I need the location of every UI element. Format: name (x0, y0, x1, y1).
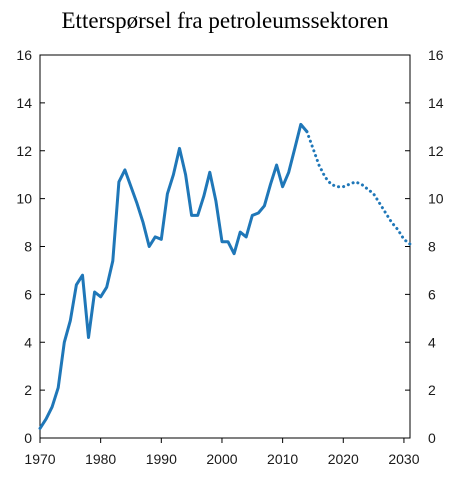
x-tick-label: 1980 (85, 451, 116, 467)
y-tick-right-label: 8 (428, 239, 436, 255)
y-tick-right-label: 16 (428, 47, 444, 63)
y-tick-left-label: 6 (24, 286, 32, 302)
x-tick-label: 2000 (206, 451, 237, 467)
y-tick-left-label: 12 (16, 143, 32, 159)
y-tick-left-label: 14 (16, 95, 32, 111)
series-line-history (38, 122, 309, 430)
y-tick-left-label: 16 (16, 47, 32, 63)
series-line-projection (305, 130, 412, 246)
y-tick-left-label: 8 (24, 239, 32, 255)
y-tick-right-label: 6 (428, 286, 436, 302)
y-tick-right-label: 2 (428, 382, 436, 398)
x-tick-label: 1990 (146, 451, 177, 467)
x-tick-label: 2020 (328, 451, 359, 467)
y-axis-left: 0 2 4 6 8 10 12 14 16 (16, 47, 45, 446)
y-tick-left-label: 10 (16, 191, 32, 207)
y-tick-right-label: 14 (428, 95, 444, 111)
y-tick-right-label: 10 (428, 191, 444, 207)
y-tick-right-label: 12 (428, 143, 444, 159)
y-tick-right-label: 4 (428, 334, 436, 350)
y-tick-right-label: 0 (428, 430, 436, 446)
chart-title: Etterspørsel fra petroleumssektoren (61, 8, 389, 33)
y-tick-left-label: 4 (24, 334, 32, 350)
x-tick-label: 2010 (267, 451, 298, 467)
plot-frame (39, 54, 411, 439)
x-axis: 1970 1980 1990 2000 2010 2020 2030 (24, 438, 420, 467)
y-axis-right: 0 2 4 6 8 10 12 14 16 (405, 47, 444, 446)
y-tick-left-label: 0 (24, 430, 32, 446)
x-tick-label: 2030 (388, 451, 419, 467)
y-tick-left-label: 2 (24, 382, 32, 398)
series-layer (38, 122, 412, 430)
x-tick-label: 1970 (24, 451, 55, 467)
